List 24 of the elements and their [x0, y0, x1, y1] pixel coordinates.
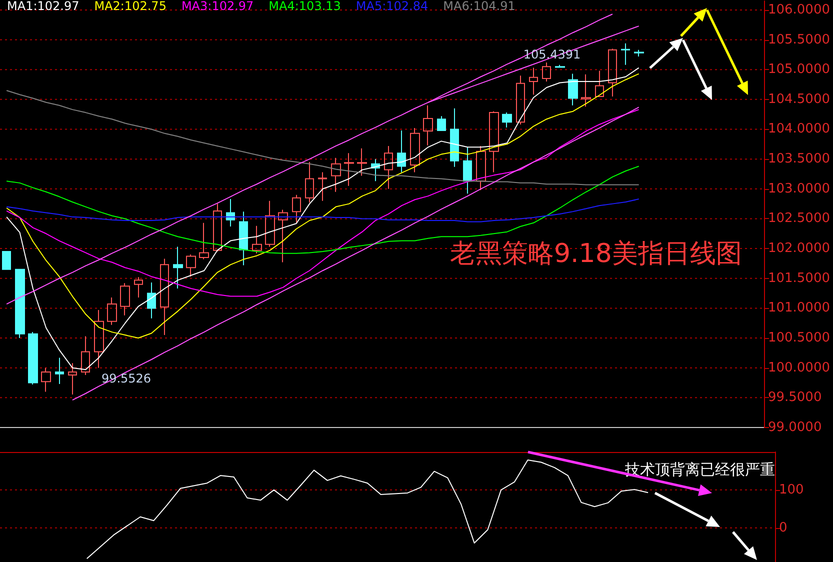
y-tick-label: 99.5000 [768, 390, 822, 406]
text: MA2:102.75 [94, 0, 166, 13]
y-tick-label: 104.5000 [768, 92, 830, 107]
y-tick-label: 105.0000 [768, 62, 830, 78]
text: MA6:104.91 [443, 0, 516, 13]
y-tick-label: 99.0000 [768, 420, 822, 435]
y-tick-label: 0 [779, 520, 788, 536]
y-tick-label: 101.5000 [768, 270, 830, 286]
y-tick-label: 104.0000 [768, 122, 830, 137]
y-tick-label: 100.0000 [768, 360, 830, 376]
y-tick-label: 100.5000 [768, 330, 830, 346]
y-tick-label: 102.5000 [768, 211, 830, 226]
y-tick-label: 100 [779, 482, 804, 498]
text: 老黑策略9.18美指日线图 [450, 239, 742, 269]
y-tick-label: 103.5000 [768, 152, 830, 167]
y-tick-label: 101.0000 [768, 300, 830, 316]
text: MA5:102.84 [356, 0, 428, 13]
text: MA4:103.13 [268, 0, 341, 13]
text: MA3:102.97 [181, 0, 254, 13]
y-tick-label: 102.0000 [768, 241, 830, 256]
y-tick-label: 105.5000 [768, 32, 830, 48]
text: MA1:102.97 [7, 0, 80, 13]
y-tick-label: 106.0000 [768, 2, 830, 18]
y-tick-label: 103.0000 [768, 181, 830, 196]
